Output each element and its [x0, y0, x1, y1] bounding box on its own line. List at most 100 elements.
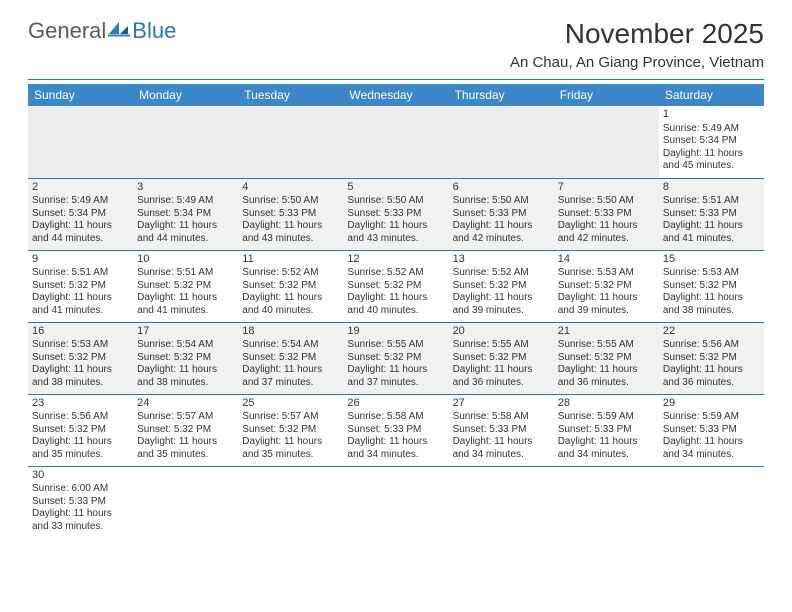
calendar-table: Sunday Monday Tuesday Wednesday Thursday… [28, 84, 764, 538]
calendar-cell: 21Sunrise: 5:55 AMSunset: 5:32 PMDayligh… [554, 322, 659, 394]
day-number: 8 [663, 181, 760, 195]
day-number: 5 [347, 181, 444, 195]
day-info-line: Sunrise: 5:53 AM [558, 267, 655, 280]
day-info-line: Sunset: 5:34 PM [663, 135, 760, 148]
day-info-line: Sunset: 5:32 PM [137, 280, 234, 293]
location-subtitle: An Chau, An Giang Province, Vietnam [510, 54, 764, 71]
calendar-cell: 29Sunrise: 5:59 AMSunset: 5:33 PMDayligh… [659, 394, 764, 466]
day-info-line: Sunrise: 5:49 AM [32, 195, 129, 208]
day-info-line: Sunrise: 5:52 AM [453, 267, 550, 280]
day-number: 19 [347, 325, 444, 339]
day-info-line: and 43 minutes. [347, 233, 444, 246]
calendar-cell [133, 466, 238, 538]
calendar-body: 1Sunrise: 5:49 AMSunset: 5:34 PMDaylight… [28, 106, 764, 538]
day-number: 11 [242, 253, 339, 267]
day-info-line: and 42 minutes. [558, 233, 655, 246]
day-info-line: and 38 minutes. [32, 377, 129, 390]
day-info-line: Daylight: 11 hours [32, 364, 129, 377]
calendar-week-row: 1Sunrise: 5:49 AMSunset: 5:34 PMDaylight… [28, 106, 764, 178]
calendar-cell: 19Sunrise: 5:55 AMSunset: 5:32 PMDayligh… [343, 322, 448, 394]
day-number: 9 [32, 253, 129, 267]
day-info-line: and 36 minutes. [453, 377, 550, 390]
day-info-line: Sunrise: 5:54 AM [137, 339, 234, 352]
day-info-line: Sunrise: 5:51 AM [663, 195, 760, 208]
calendar-cell [28, 106, 133, 178]
calendar-cell [554, 106, 659, 178]
day-info-line: Sunrise: 5:51 AM [32, 267, 129, 280]
logo-text-2: Blue [132, 18, 176, 44]
day-info-line: and 39 minutes. [453, 305, 550, 318]
day-number: 26 [347, 397, 444, 411]
day-info-line: Sunrise: 5:59 AM [558, 411, 655, 424]
day-info-line: Sunrise: 5:50 AM [453, 195, 550, 208]
day-info-line: Sunset: 5:32 PM [242, 352, 339, 365]
day-info-line: Daylight: 11 hours [137, 220, 234, 233]
logo: General Blue [28, 18, 176, 44]
day-number: 23 [32, 397, 129, 411]
header-divider [28, 79, 764, 80]
day-info-line: Sunset: 5:33 PM [663, 424, 760, 437]
day-info-line: and 34 minutes. [347, 449, 444, 462]
day-info-line: Daylight: 11 hours [347, 364, 444, 377]
day-info-line: Daylight: 11 hours [32, 508, 129, 521]
day-info-line: and 34 minutes. [663, 449, 760, 462]
weekday-header: Wednesday [343, 84, 448, 106]
day-info-line: Daylight: 11 hours [453, 220, 550, 233]
day-info-line: Daylight: 11 hours [347, 220, 444, 233]
calendar-cell [238, 466, 343, 538]
day-info-line: and 44 minutes. [32, 233, 129, 246]
day-info-line: Sunset: 5:32 PM [663, 352, 760, 365]
day-info-line: Daylight: 11 hours [242, 436, 339, 449]
day-number: 20 [453, 325, 550, 339]
day-info-line: Daylight: 11 hours [558, 364, 655, 377]
day-number: 22 [663, 325, 760, 339]
calendar-cell: 18Sunrise: 5:54 AMSunset: 5:32 PMDayligh… [238, 322, 343, 394]
day-info-line: Sunset: 5:33 PM [347, 424, 444, 437]
day-info-line: Sunrise: 5:52 AM [347, 267, 444, 280]
day-info-line: Sunset: 5:33 PM [347, 208, 444, 221]
day-info-line: and 35 minutes. [137, 449, 234, 462]
day-info-line: Sunset: 5:34 PM [32, 208, 129, 221]
day-info-line: Sunset: 5:32 PM [453, 280, 550, 293]
weekday-header: Tuesday [238, 84, 343, 106]
calendar-cell: 9Sunrise: 5:51 AMSunset: 5:32 PMDaylight… [28, 250, 133, 322]
weekday-header: Monday [133, 84, 238, 106]
day-info-line: Sunset: 5:32 PM [558, 352, 655, 365]
calendar-cell [449, 466, 554, 538]
day-info-line: Daylight: 11 hours [663, 364, 760, 377]
month-title: November 2025 [510, 18, 764, 50]
day-info-line: and 42 minutes. [453, 233, 550, 246]
day-info-line: and 41 minutes. [137, 305, 234, 318]
calendar-cell [133, 106, 238, 178]
calendar-cell: 30Sunrise: 6:00 AMSunset: 5:33 PMDayligh… [28, 466, 133, 538]
day-number: 2 [32, 181, 129, 195]
day-info-line: Sunrise: 5:49 AM [137, 195, 234, 208]
day-info-line: Daylight: 11 hours [663, 436, 760, 449]
day-info-line: Sunrise: 5:53 AM [32, 339, 129, 352]
day-info-line: Daylight: 11 hours [32, 292, 129, 305]
day-info-line: and 40 minutes. [347, 305, 444, 318]
calendar-week-row: 9Sunrise: 5:51 AMSunset: 5:32 PMDaylight… [28, 250, 764, 322]
calendar-cell: 23Sunrise: 5:56 AMSunset: 5:32 PMDayligh… [28, 394, 133, 466]
calendar-cell [554, 466, 659, 538]
day-number: 12 [347, 253, 444, 267]
day-info-line: Sunset: 5:32 PM [137, 352, 234, 365]
day-number: 29 [663, 397, 760, 411]
calendar-cell: 17Sunrise: 5:54 AMSunset: 5:32 PMDayligh… [133, 322, 238, 394]
calendar-cell: 25Sunrise: 5:57 AMSunset: 5:32 PMDayligh… [238, 394, 343, 466]
day-info-line: Sunrise: 5:54 AM [242, 339, 339, 352]
day-info-line: and 44 minutes. [137, 233, 234, 246]
day-info-line: Sunset: 5:33 PM [32, 496, 129, 509]
day-number: 21 [558, 325, 655, 339]
calendar-cell: 28Sunrise: 5:59 AMSunset: 5:33 PMDayligh… [554, 394, 659, 466]
calendar-cell [343, 106, 448, 178]
day-info-line: and 41 minutes. [32, 305, 129, 318]
day-number: 24 [137, 397, 234, 411]
day-info-line: Sunrise: 5:51 AM [137, 267, 234, 280]
day-number: 10 [137, 253, 234, 267]
day-number: 18 [242, 325, 339, 339]
day-info-line: Daylight: 11 hours [137, 436, 234, 449]
day-info-line: and 36 minutes. [558, 377, 655, 390]
day-info-line: Daylight: 11 hours [347, 292, 444, 305]
day-info-line: Sunset: 5:32 PM [347, 280, 444, 293]
